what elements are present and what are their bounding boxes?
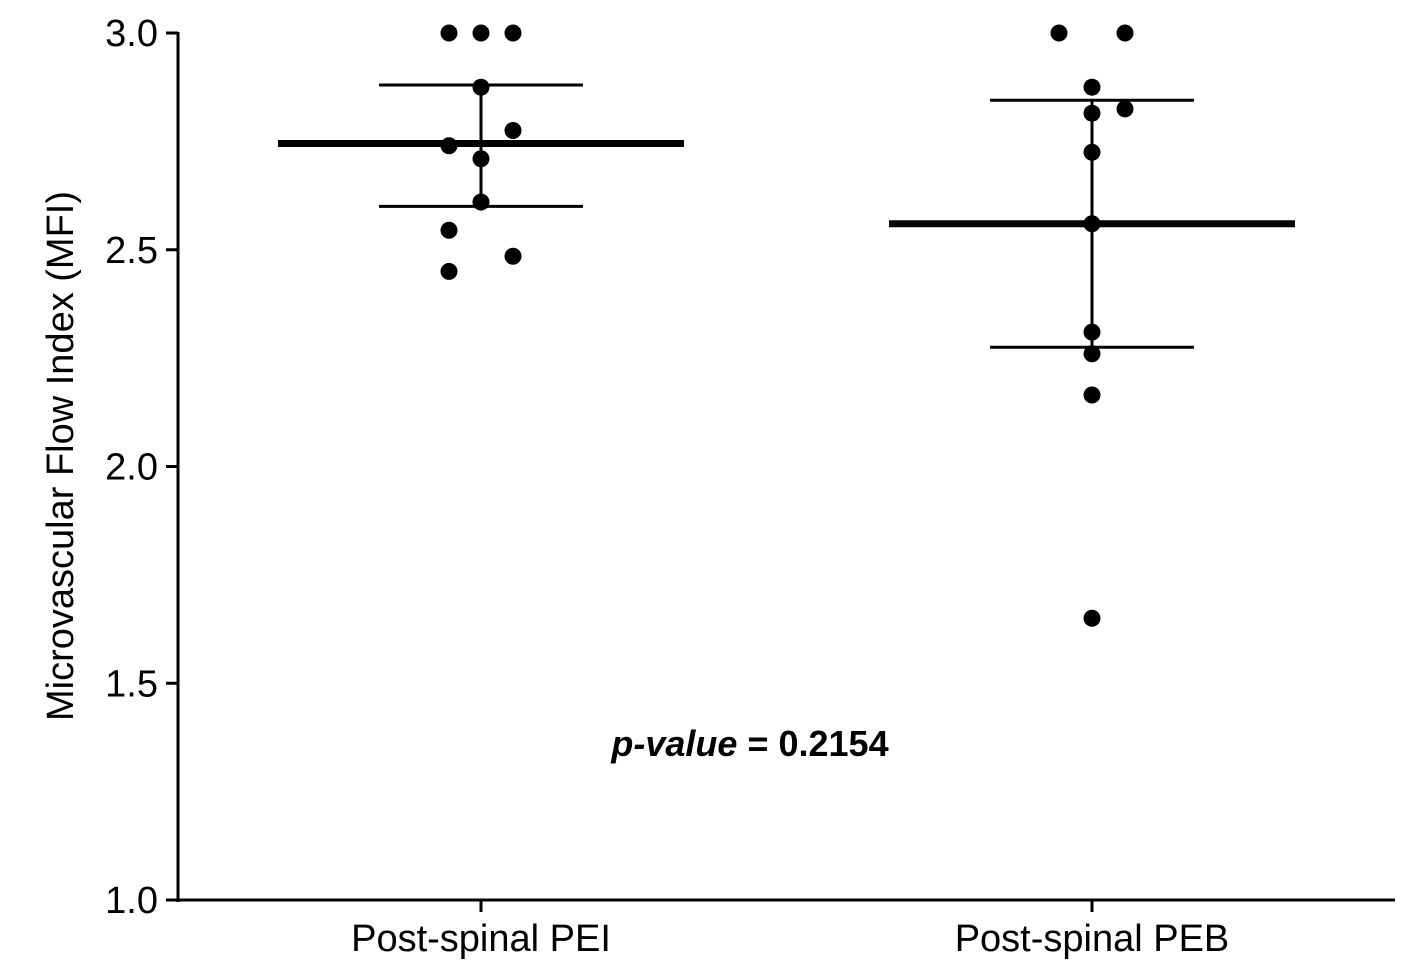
data-point [504, 247, 522, 265]
data-point [472, 193, 490, 211]
y-tick-label: 2.0 [105, 447, 158, 489]
y-axis-ticks: 1.0 1.5 2.0 2.5 3.0 [105, 13, 178, 922]
y-tick-label: 1.0 [105, 880, 158, 922]
p-value-annotation: p-value = 0.2154 [610, 723, 888, 764]
error-bars [278, 83, 1295, 349]
data-point [1050, 24, 1068, 42]
x-tick-label: Post-spinal PEI [351, 918, 611, 960]
data-point [472, 24, 490, 42]
data-point [504, 24, 522, 42]
y-tick-label: 1.5 [105, 663, 158, 705]
data-point [1083, 104, 1101, 122]
y-axis-title: Microvascular Flow Index (MFI) [40, 191, 82, 721]
x-axis-ticks: Post-spinal PEI Post-spinal PEB [351, 900, 1229, 960]
y-tick-label: 2.5 [105, 230, 158, 272]
data-points [440, 24, 1134, 627]
x-tick-label: Post-spinal PEB [955, 918, 1230, 960]
data-point [1116, 100, 1134, 118]
data-point [440, 137, 458, 155]
data-point [1116, 24, 1134, 42]
data-point [1083, 215, 1101, 233]
data-point [1083, 323, 1101, 341]
data-point [440, 221, 458, 239]
data-point [472, 150, 490, 168]
data-point [1083, 386, 1101, 404]
p-value-label: p-value [610, 723, 737, 764]
p-value-number: = 0.2154 [737, 723, 888, 764]
data-point [1083, 143, 1101, 161]
data-point [1083, 609, 1101, 627]
y-tick-label: 3.0 [105, 13, 158, 55]
data-point [504, 122, 522, 140]
data-point [440, 24, 458, 42]
data-point [1083, 78, 1101, 96]
data-point [1083, 345, 1101, 363]
data-point [472, 78, 490, 96]
data-point [440, 262, 458, 280]
